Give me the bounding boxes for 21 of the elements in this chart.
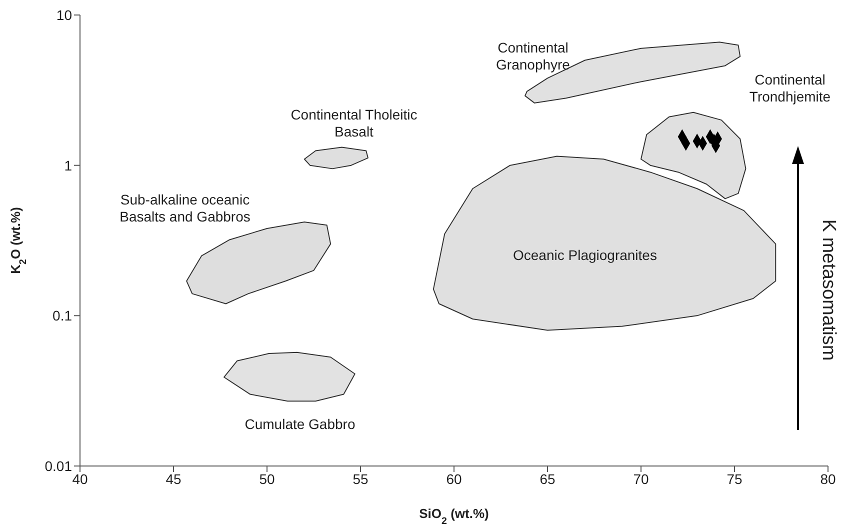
annotation: Sub-alkaline oceanic Basalts and Gabbros [120,192,250,224]
x-tick-label: 70 [633,470,649,487]
x-tick-label: 55 [352,470,368,487]
annotation: Cumulate Gabbro [244,416,356,432]
y-tick-label: 0.01 [44,458,72,474]
x-tick-label: 45 [166,470,182,487]
y-tick-label: 0.1 [52,308,72,324]
annotation: Oceanic Plagiogranites [513,246,657,263]
annotation: K metasomatism [818,219,839,361]
x-tick-label: 65 [540,470,556,487]
x-tick-label: 80 [820,470,836,487]
y-tick-label: 10 [56,6,72,23]
x-tick-label: 75 [726,470,742,487]
annotation: Continental Trondhjemite [749,72,831,104]
x-axis-title: SiO$_{2}$ (wt.%) [419,506,489,526]
x-tick-label: 60 [446,470,462,487]
x-tick-label: 50 [259,470,275,487]
x-tick-label: 40 [72,470,88,487]
annotation: Continental Tholeitic Basalt [290,106,418,140]
y-tick-label: 1 [64,157,72,174]
annotation: Continental Granophyre [496,40,570,72]
